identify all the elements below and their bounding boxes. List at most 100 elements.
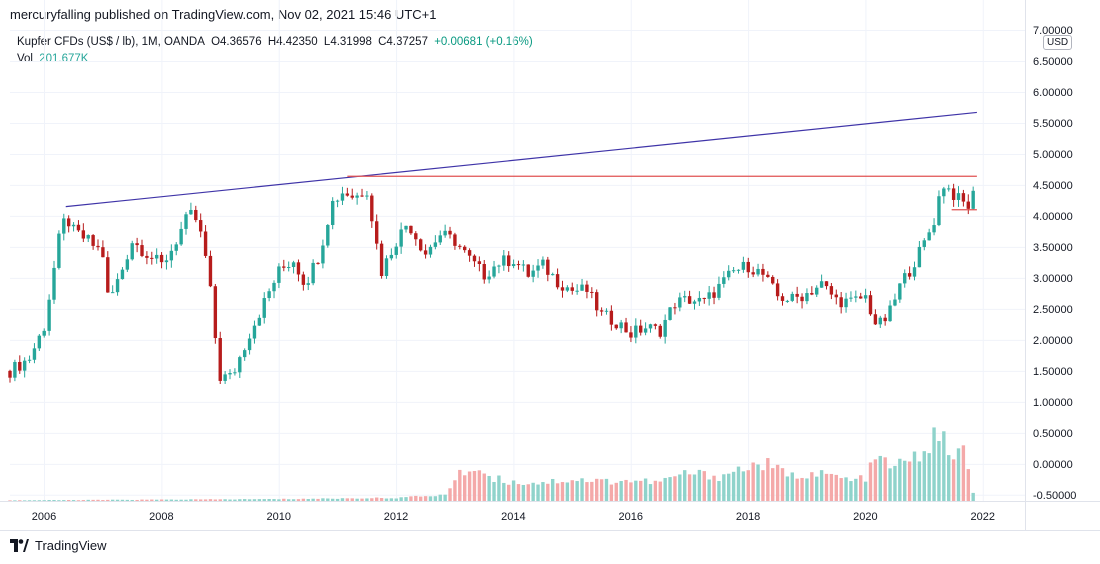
volume-bar: [282, 498, 286, 501]
candle-body: [291, 262, 296, 268]
volume-bar: [13, 500, 17, 502]
volume-bar: [198, 499, 203, 501]
volume-bar: [736, 466, 741, 501]
candle-body: [86, 235, 90, 239]
candle-body: [883, 317, 887, 322]
candle-body: [595, 292, 599, 311]
candle-body: [795, 293, 799, 297]
volume-bar: [878, 455, 882, 501]
candle-body: [927, 232, 931, 241]
candle-body: [428, 246, 433, 255]
volume-bar: [184, 499, 188, 501]
volume-bar: [316, 498, 320, 501]
candle-body: [580, 284, 584, 291]
volume-bar: [697, 469, 702, 501]
volume-bar: [521, 484, 526, 501]
volume-bar: [971, 492, 975, 501]
volume-bar: [52, 500, 56, 502]
candle-body: [585, 284, 589, 292]
volume-bar: [252, 499, 257, 501]
candle-body: [903, 273, 907, 284]
volume-bar: [130, 499, 134, 501]
candle-body: [663, 319, 667, 337]
volume-bar: [57, 500, 61, 502]
candle-body: [365, 195, 369, 197]
volume-bar: [135, 499, 139, 501]
volume-bar: [551, 478, 555, 501]
y-tick-label: 2.50000: [1033, 304, 1073, 316]
candle-body: [570, 287, 574, 291]
volume-bar: [839, 478, 843, 501]
volume-bar: [873, 459, 878, 501]
volume-bar: [330, 498, 335, 501]
candle-body: [252, 325, 257, 339]
volume-bar: [795, 478, 799, 501]
open-label: O4.36576: [211, 36, 262, 48]
volume-bar: [761, 470, 765, 501]
candle-body: [110, 292, 115, 294]
candle-body: [829, 286, 834, 295]
candle-body: [277, 266, 281, 283]
candle-body: [184, 214, 188, 229]
candle-body: [819, 281, 824, 288]
volume-bar: [487, 475, 491, 501]
volume-bar: [145, 499, 149, 501]
candle-body: [32, 348, 37, 360]
volume-bar: [756, 464, 760, 501]
candle-body: [345, 193, 350, 196]
candle-body: [917, 246, 922, 268]
candle-body: [438, 235, 442, 243]
volume-bar: [927, 453, 931, 501]
volume-bar: [507, 484, 511, 501]
candle-body: [296, 262, 301, 275]
volume-bar: [311, 498, 315, 501]
volume-bar: [47, 500, 51, 502]
candle-body: [27, 359, 32, 361]
volume-bar: [223, 499, 227, 501]
candle-body: [536, 265, 540, 271]
candle-body: [766, 274, 770, 277]
volume-bar: [614, 482, 618, 501]
volume-bar: [418, 496, 423, 501]
volume-bar: [815, 476, 819, 501]
candle-body: [712, 292, 716, 298]
candle-body: [42, 330, 46, 336]
volume-bar: [668, 477, 672, 501]
volume-bar: [707, 479, 711, 501]
candle-body: [741, 261, 746, 270]
candle-body: [658, 325, 662, 337]
candle-body: [590, 291, 594, 293]
candle-body: [71, 224, 76, 227]
volume-bar: [374, 497, 379, 501]
volume-bar: [174, 499, 178, 501]
candle-body: [717, 283, 721, 298]
candle-body: [233, 372, 237, 374]
x-tick-label: 2008: [149, 511, 173, 523]
candle-body: [194, 209, 198, 221]
y-tick-label: 3.50000: [1033, 242, 1073, 254]
y-tick-label: -0.50000: [1033, 490, 1076, 502]
volume-bar: [844, 477, 848, 501]
volume-bar: [71, 500, 76, 502]
volume-bar: [140, 499, 144, 501]
currency-unit-badge[interactable]: USD: [1043, 35, 1073, 50]
volume-bar: [849, 481, 853, 501]
candle-body: [555, 274, 560, 288]
volume-bar: [306, 499, 310, 501]
volume-bar: [639, 480, 643, 501]
candle-body: [629, 332, 633, 338]
volume-bar: [497, 475, 501, 501]
candle-body: [805, 293, 809, 302]
candle-body: [37, 335, 42, 349]
volume-bar: [766, 458, 770, 501]
volume-bar: [585, 482, 589, 501]
volume-bar: [404, 497, 408, 501]
volume-bar: [42, 500, 46, 502]
candle-body: [560, 287, 565, 291]
volume-bar: [66, 500, 71, 502]
volume-bar: [159, 499, 164, 501]
volume-bar: [86, 499, 90, 501]
volume-bar: [790, 472, 794, 501]
candle-body: [482, 264, 486, 280]
